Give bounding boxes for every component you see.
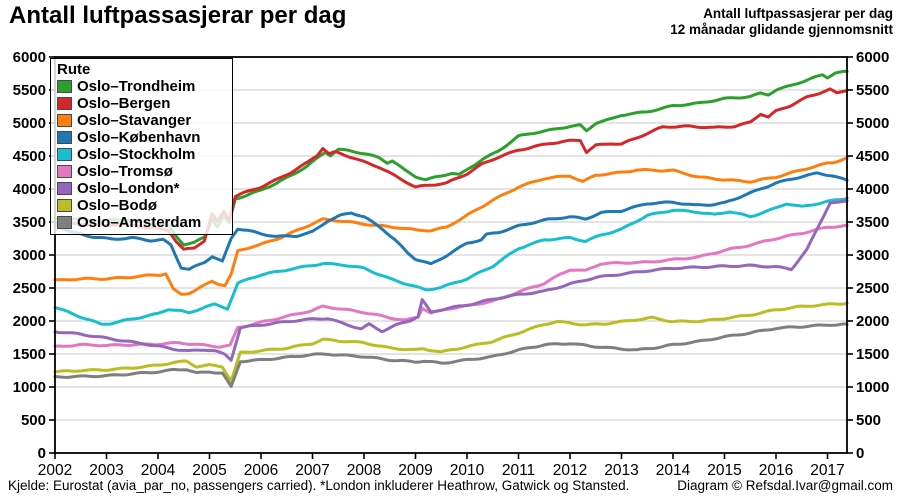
y-axis-label-left: 1000	[13, 379, 46, 396]
legend-item-oslo-trondheim: Oslo–Trondheim	[57, 78, 226, 95]
x-axis-label: 2002	[38, 462, 72, 479]
legend-item-oslo-stockholm: Oslo–Stockholm	[57, 146, 226, 163]
legend-swatch-oslo-trondheim	[57, 80, 72, 93]
series-line-oslo-london	[53, 199, 849, 362]
legend-label: Oslo–København	[77, 129, 201, 146]
credit-note: Diagram © Refsdal.Ivar@gmail.com	[677, 478, 893, 493]
y-axis-label-left: 2000	[13, 313, 46, 330]
y-axis-label-right: 0	[856, 445, 864, 462]
legend-item-oslo-bodo: Oslo–Bodø	[57, 197, 226, 214]
y-axis-label-right: 4000	[856, 181, 889, 198]
x-axis-label: 2003	[89, 462, 123, 479]
y-axis-label-right: 1000	[856, 379, 889, 396]
subtitle-line-1: Antall luftpassasjerar per dag	[703, 6, 893, 21]
x-axis-label: 2014	[656, 462, 691, 479]
y-axis-label-right: 4500	[856, 148, 889, 165]
chart-footer: Kjelde: Eurostat (avia_par_no, passenger…	[8, 478, 893, 493]
x-axis-label: 2008	[347, 462, 381, 479]
legend-item-oslo-bergen: Oslo–Bergen	[57, 95, 226, 112]
legend-item-oslo-stavanger: Oslo–Stavanger	[57, 112, 226, 129]
y-axis-label-right: 5000	[856, 115, 889, 132]
legend-label: Oslo–London*	[77, 180, 180, 197]
legend-item-oslo-kobenhavn: Oslo–København	[57, 129, 226, 146]
legend-title: Rute	[57, 61, 91, 78]
legend-label: Oslo–Stockholm	[77, 146, 196, 163]
series-line-oslo-stavanger	[53, 156, 849, 296]
y-axis-label-right: 3000	[856, 247, 889, 264]
y-axis-label-right: 1500	[856, 346, 889, 363]
legend-item-oslo-tromso: Oslo–Tromsø	[57, 163, 226, 180]
x-axis-label: 2016	[759, 462, 793, 479]
y-axis-label-right: 6000	[856, 49, 889, 66]
source-note: Kjelde: Eurostat (avia_par_no, passenger…	[8, 478, 630, 493]
y-axis-label-left: 3500	[13, 214, 46, 231]
legend-swatch-oslo-stockholm	[57, 148, 72, 161]
x-axis-label: 2013	[604, 462, 638, 479]
series-line-oslo-stockholm	[53, 196, 849, 326]
y-axis-label-left: 500	[21, 412, 46, 429]
series-line-oslo-bodo	[53, 301, 849, 383]
x-axis-label: 2006	[244, 462, 278, 479]
y-axis-label-right: 5500	[856, 82, 889, 99]
legend-label: Oslo–Amsterdam	[77, 214, 202, 231]
y-axis-label-left: 5500	[13, 82, 46, 99]
y-axis-label-right: 2000	[856, 313, 889, 330]
legend-label: Oslo–Bergen	[77, 95, 171, 112]
legend-label: Oslo–Stavanger	[77, 112, 192, 129]
legend-swatch-oslo-london	[57, 182, 72, 195]
subtitle-line-2: 12 månadar glidande gjennomsnitt	[670, 22, 893, 37]
y-axis-label-left: 4500	[13, 148, 46, 165]
x-axis-label: 2005	[192, 462, 226, 479]
legend-swatch-oslo-bodo	[57, 199, 72, 212]
series-line-oslo-trondheim	[53, 69, 849, 247]
chart-legend: Rute Oslo–Trondheim Oslo–Bergen Oslo–Stava…	[50, 58, 233, 235]
series-line-oslo-kobenhavn	[53, 171, 849, 271]
legend-swatch-oslo-kobenhavn	[57, 131, 72, 144]
series-line-oslo-amsterdam	[53, 322, 849, 388]
y-axis-label-right: 2500	[856, 280, 889, 297]
chart-subtitle: Antall luftpassasjerar per dag 12 månada…	[670, 6, 893, 38]
legend-label: Oslo–Tromsø	[77, 163, 173, 180]
legend-swatch-oslo-tromso	[57, 165, 72, 178]
y-axis-label-left: 4000	[13, 181, 46, 198]
x-axis-label: 2007	[295, 462, 329, 479]
x-axis-label: 2009	[398, 462, 432, 479]
y-axis-label-right: 3500	[856, 214, 889, 231]
y-axis-label-left: 2500	[13, 280, 46, 297]
y-axis-label-left: 5000	[13, 115, 46, 132]
y-axis-label-left: 0	[38, 445, 46, 462]
legend-item-oslo-amsterdam: Oslo–Amsterdam	[57, 214, 226, 231]
x-axis-label: 2017	[810, 462, 844, 479]
x-axis-label: 2010	[450, 462, 485, 479]
x-axis-label: 2004	[141, 462, 176, 479]
legend-label: Oslo–Bodø	[77, 197, 158, 214]
y-axis-label-left: 3000	[13, 247, 46, 264]
x-axis-label: 2015	[707, 462, 741, 479]
page-title: Antall luftpassasjerar per dag	[9, 2, 347, 29]
series-line-oslo-bergen	[53, 87, 849, 251]
y-axis-label-left: 1500	[13, 346, 46, 363]
x-axis-label: 2012	[553, 462, 587, 479]
legend-swatch-oslo-stavanger	[57, 114, 72, 127]
legend-swatch-oslo-amsterdam	[57, 216, 72, 229]
y-axis-label-right: 500	[856, 412, 881, 429]
y-axis-label-left: 6000	[13, 49, 46, 66]
x-axis-label: 2011	[502, 462, 535, 479]
legend-item-oslo-london: Oslo–London*	[57, 180, 226, 197]
legend-label: Oslo–Trondheim	[77, 78, 196, 95]
legend-swatch-oslo-bergen	[57, 97, 72, 110]
